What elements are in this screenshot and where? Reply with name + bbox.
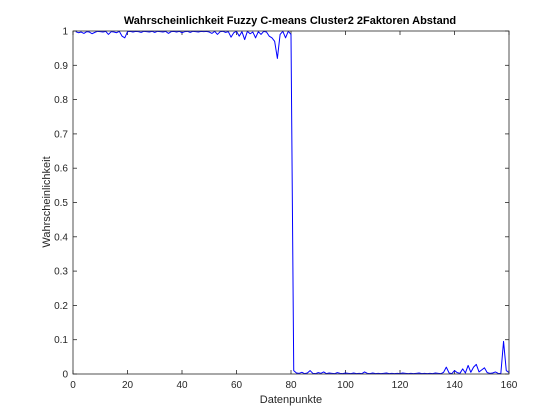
y-tick-label: 0.3 <box>54 267 68 278</box>
y-tick-label: 0.1 <box>54 335 68 346</box>
y-tick-label: 0.6 <box>54 164 68 175</box>
y-tick-label: 0.4 <box>54 232 68 243</box>
x-tick-label: 0 <box>70 380 76 391</box>
series-line <box>75 30 510 375</box>
x-tick-label: 80 <box>285 380 297 391</box>
x-tick-label: 140 <box>446 380 463 391</box>
x-tick-label: 100 <box>337 380 354 391</box>
y-tick-label: 0.2 <box>54 301 68 312</box>
x-tick-label: 60 <box>231 380 243 391</box>
axes-box <box>72 30 510 375</box>
y-axis-label: Wahrscheinlichkeit <box>41 156 53 247</box>
y-tick-label: 0.8 <box>54 95 68 106</box>
y-tick-label: 0.5 <box>54 198 68 209</box>
chart-title: Wahrscheinlichkeit Fuzzy C-means Cluster… <box>124 15 456 27</box>
x-axis-label: Datenpunkte <box>260 394 322 406</box>
x-tick-label: 160 <box>501 380 518 391</box>
x-tick-label: 120 <box>392 380 409 391</box>
y-tick-label: 0.9 <box>54 61 68 72</box>
y-tick-label: 0.7 <box>54 129 68 140</box>
x-tick-label: 40 <box>176 380 188 391</box>
y-tick-label: 0 <box>62 370 68 381</box>
y-tick-label: 1 <box>62 27 68 38</box>
series-layer <box>75 30 510 375</box>
x-tick-label: 20 <box>122 380 134 391</box>
